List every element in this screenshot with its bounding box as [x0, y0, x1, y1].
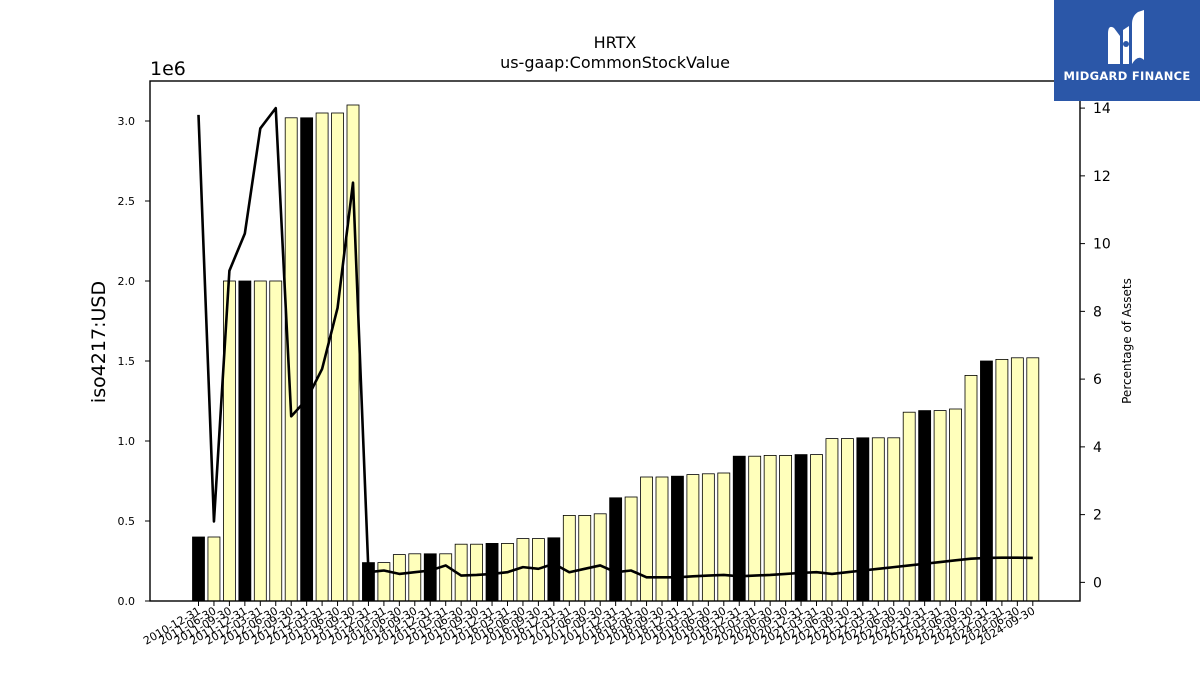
bar	[1026, 357, 1040, 602]
bar	[269, 280, 283, 602]
bar	[902, 411, 916, 602]
plot-frame	[149, 80, 1081, 602]
y2-tick-label: 12	[1093, 169, 1111, 185]
bar	[871, 437, 885, 602]
bar	[593, 513, 607, 602]
y-tick-label: 1.0	[118, 435, 136, 448]
bar	[300, 117, 314, 602]
y2-tick-label: 2	[1093, 508, 1102, 524]
bar	[856, 437, 870, 602]
bar	[918, 410, 932, 602]
y-tick-label: 2.0	[118, 275, 136, 288]
bar	[423, 553, 437, 602]
bar	[686, 474, 700, 602]
bar	[763, 454, 777, 602]
bar	[964, 374, 978, 602]
bar	[980, 360, 993, 602]
bar	[624, 496, 638, 602]
y2-axis-label: Percentage of Assets	[1120, 278, 1134, 404]
y2-tick-label: 10	[1093, 237, 1111, 253]
brand-name: MIDGARD FINANCE	[1063, 69, 1191, 83]
y2-tick-label: 4	[1093, 440, 1102, 456]
bar	[671, 475, 684, 602]
bar	[408, 553, 422, 602]
bar	[392, 554, 406, 602]
bar	[655, 476, 669, 602]
bar	[841, 438, 854, 602]
y-tick-label: 2.5	[118, 195, 136, 208]
bar	[748, 455, 762, 602]
y2-tick-label: 0	[1093, 575, 1102, 591]
bar	[794, 454, 808, 602]
midgard-logo-icon	[1108, 10, 1144, 64]
chart-title: HRTX	[594, 33, 637, 52]
y2-tick-label: 6	[1093, 372, 1102, 388]
brand-logo: MIDGARD FINANCE	[1054, 0, 1200, 101]
bar	[562, 515, 576, 602]
bar	[578, 515, 592, 602]
bar	[377, 562, 391, 602]
bar	[253, 280, 267, 602]
bar	[640, 476, 653, 602]
bar	[331, 112, 344, 602]
bar	[470, 543, 484, 602]
bar	[207, 536, 221, 602]
bar	[346, 104, 360, 602]
bar	[825, 438, 839, 602]
bar	[238, 280, 252, 602]
bar	[609, 497, 623, 602]
bar	[439, 553, 453, 602]
chart-subtitle: us-gaap:CommonStockValue	[500, 53, 730, 72]
bar	[192, 536, 205, 602]
bar	[732, 455, 746, 602]
bar	[717, 472, 731, 602]
bar	[995, 358, 1009, 602]
y2-tick-label: 14	[1093, 101, 1111, 117]
bar	[547, 537, 561, 602]
y-tick-label: 0.5	[118, 515, 136, 528]
bar	[933, 410, 947, 602]
y2-tick-label: 8	[1093, 304, 1102, 320]
y-tick-label: 0.0	[118, 595, 136, 608]
bar	[949, 408, 962, 602]
bar	[701, 473, 715, 602]
bar	[887, 437, 901, 602]
bar	[779, 454, 792, 602]
bar	[284, 117, 298, 602]
bar	[810, 454, 823, 602]
y-tick-label: 1.5	[118, 355, 136, 368]
y-offset-label: 1e6	[150, 58, 186, 80]
series-line	[197, 106, 1033, 579]
bar	[1010, 357, 1024, 602]
y-tick-label: 3.0	[118, 115, 136, 128]
y-axis-label: iso4217:USD	[88, 281, 110, 403]
